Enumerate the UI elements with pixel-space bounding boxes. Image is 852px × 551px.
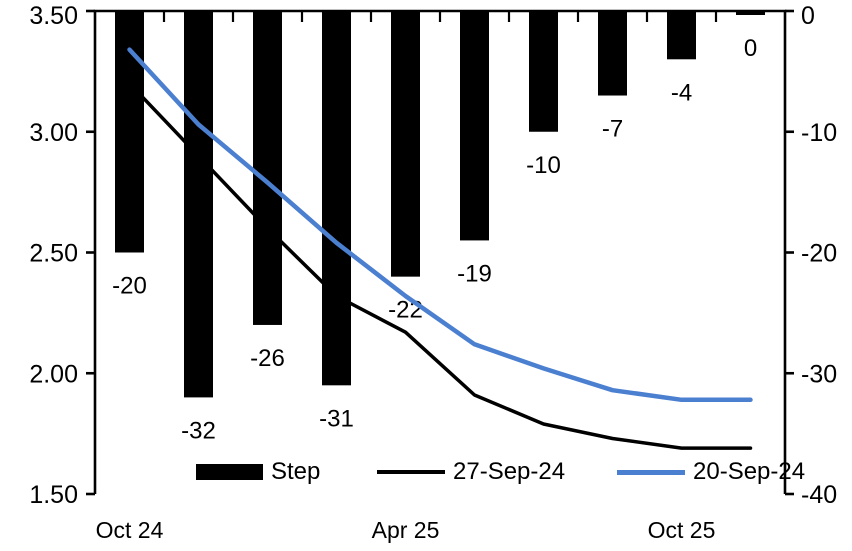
step-bar xyxy=(253,11,282,325)
step-bar-label: -19 xyxy=(457,260,492,287)
step-bar-swatch xyxy=(196,464,263,480)
x-axis-tick-label: Oct 25 xyxy=(648,517,716,543)
right-axis-tick-label: 0 xyxy=(801,2,815,30)
step-bar-label: -26 xyxy=(250,345,285,372)
step-bar xyxy=(736,11,765,15)
step-bar xyxy=(322,11,351,386)
left-axis-tick-label: 2.50 xyxy=(29,240,78,268)
series-line-27-sep-24 xyxy=(127,81,753,450)
step-bar-label: 0 xyxy=(744,35,757,62)
left-axis-labels: 3.50 3.00 2.50 2.00 1.50 xyxy=(29,2,78,509)
line-swatch-20-sep-24 xyxy=(617,469,685,475)
step-bar-label: -10 xyxy=(526,152,561,179)
left-axis-tick-label: 2.00 xyxy=(29,360,78,388)
step-bar-label: -32 xyxy=(181,417,216,444)
step-bar xyxy=(460,11,489,241)
legend-label-27-sep-24: 27-Sep-24 xyxy=(453,458,566,485)
left-axis-tick-label: 3.50 xyxy=(29,2,78,30)
legend-label-20-sep-24: 20-Sep-24 xyxy=(693,458,806,485)
legend-item-27-sep-24: 27-Sep-24 xyxy=(377,457,565,487)
step-bar xyxy=(184,11,213,398)
step-bar xyxy=(529,11,558,132)
step-bar xyxy=(598,11,627,96)
step-bar xyxy=(115,11,144,253)
x-axis-tick-label: Oct 24 xyxy=(96,517,164,543)
right-axis-tick-label: -20 xyxy=(801,240,837,268)
step-bars xyxy=(115,11,765,398)
left-axis-tick-label: 1.50 xyxy=(29,481,78,509)
axes xyxy=(86,9,794,496)
chart-legend: Step 27-Sep-24 20-Sep-24 xyxy=(0,457,852,487)
step-bar-label: -22 xyxy=(388,297,423,324)
step-bar-labels: -20 -32 -26 -31 -22 -19 -10 -7 -4 0 xyxy=(112,35,757,444)
step-bar xyxy=(667,11,696,60)
step-bar-label: -31 xyxy=(319,405,354,432)
left-axis-tick-label: 3.00 xyxy=(29,119,78,147)
step-bar-label: -20 xyxy=(112,273,147,300)
line-swatch-27-sep-24 xyxy=(377,470,445,474)
legend-item-step: Step xyxy=(196,457,320,487)
x-axis-labels: Oct 24 Apr 25 Oct 25 xyxy=(96,517,716,543)
right-axis-labels: 0 -10 -20 -30 -40 xyxy=(801,2,837,509)
x-axis-tick-label: Apr 25 xyxy=(372,517,440,543)
right-axis-tick-label: -40 xyxy=(801,481,837,509)
right-axis-tick-label: -30 xyxy=(801,360,837,388)
step-bar-label: -7 xyxy=(602,116,623,143)
step-bar-label: -4 xyxy=(671,79,692,106)
legend-label-step: Step xyxy=(271,458,321,485)
series-line-20-sep-24 xyxy=(127,47,753,403)
right-axis-tick-label: -10 xyxy=(801,119,837,147)
legend-item-20-sep-24: 20-Sep-24 xyxy=(617,457,805,487)
step-bar xyxy=(391,11,420,277)
